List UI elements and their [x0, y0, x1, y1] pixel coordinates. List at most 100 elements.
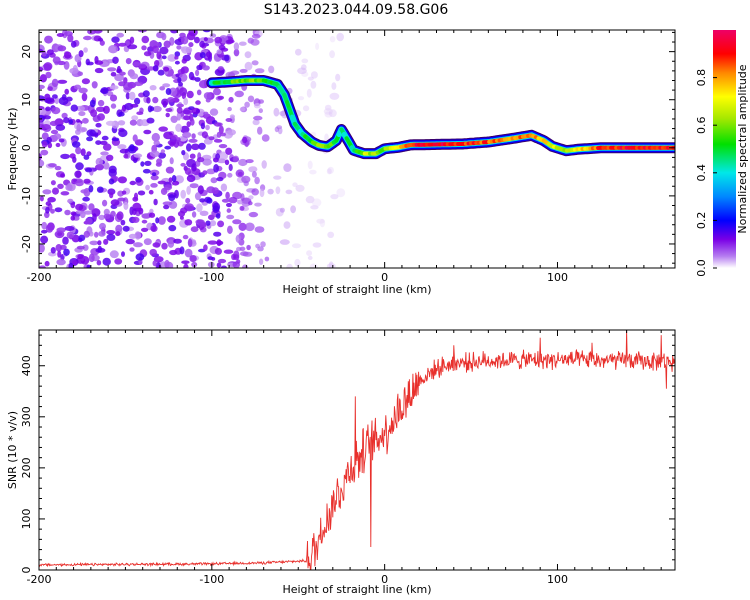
noise-speckle [184, 248, 193, 258]
noise-speckle [116, 211, 124, 221]
noise-speckle [279, 239, 290, 245]
noise-speckle [61, 94, 67, 101]
noise-speckle [63, 117, 70, 124]
noise-speckle [217, 66, 224, 71]
noise-speckle [233, 48, 240, 57]
noise-speckle [218, 151, 229, 160]
noise-speckle [103, 213, 111, 219]
noise-speckle [152, 45, 160, 54]
noise-speckle [259, 258, 264, 265]
noise-speckle [134, 231, 142, 240]
noise-speckle [111, 137, 120, 142]
noise-speckle [213, 139, 223, 143]
noise-speckle [106, 154, 114, 161]
spectrogram-xtick-label: 0 [381, 271, 388, 284]
noise-speckle [61, 112, 68, 119]
noise-speckle [118, 111, 125, 117]
noise-speckle [218, 144, 228, 149]
noise-speckle [136, 111, 144, 115]
noise-speckle [94, 30, 103, 34]
noise-speckle [125, 58, 132, 65]
noise-speckle [47, 196, 56, 203]
noise-speckle [202, 158, 212, 166]
spectrogram-xlabel: Height of straight line (km) [282, 283, 431, 296]
noise-speckle [141, 219, 148, 224]
noise-speckle [175, 123, 183, 132]
noise-speckle [81, 92, 88, 102]
noise-speckle [202, 170, 208, 176]
noise-speckle [188, 138, 198, 143]
noise-speckle [78, 87, 88, 94]
noise-speckle [231, 253, 236, 261]
noise-speckle [185, 197, 191, 204]
noise-speckle [47, 86, 53, 91]
noise-speckle [149, 150, 160, 158]
noise-speckle [70, 215, 76, 221]
noise-speckle [183, 97, 189, 106]
noise-speckle [194, 77, 201, 82]
noise-speckle [80, 148, 86, 156]
noise-speckle [309, 169, 317, 175]
noise-speckle [323, 108, 333, 115]
noise-speckle [244, 61, 253, 71]
noise-speckle [145, 184, 151, 191]
noise-speckle [57, 250, 62, 258]
noise-speckle [97, 99, 105, 107]
snr-ytick-label: 300 [20, 406, 33, 427]
noise-speckle [152, 172, 157, 177]
noise-speckle [211, 257, 216, 261]
noise-speckle [64, 88, 69, 95]
noise-speckle [170, 30, 178, 34]
noise-speckle [117, 120, 126, 126]
noise-speckle [253, 115, 263, 121]
noise-speckle [86, 136, 94, 142]
noise-speckle [199, 210, 209, 216]
noise-speckle [143, 51, 152, 57]
noise-speckle [70, 211, 77, 216]
noise-speckle [217, 95, 224, 100]
noise-speckle [213, 231, 222, 237]
noise-speckle [100, 88, 108, 94]
noise-speckle [55, 142, 61, 148]
noise-speckle [119, 71, 126, 76]
noise-speckle [133, 242, 143, 248]
noise-speckle [196, 219, 204, 224]
noise-speckle [89, 240, 99, 246]
noise-speckle [241, 175, 251, 184]
noise-speckle [154, 60, 160, 67]
noise-speckle [302, 105, 310, 112]
noise-speckle [167, 97, 175, 103]
noise-speckle [312, 242, 322, 248]
noise-speckle [181, 150, 186, 156]
noise-speckle [148, 189, 154, 195]
noise-speckle [176, 103, 185, 108]
noise-speckle [173, 238, 182, 244]
noise-speckle [170, 115, 178, 124]
noise-speckle [186, 90, 194, 99]
noise-speckle [209, 220, 217, 227]
noise-speckle [225, 191, 230, 200]
noise-speckle [146, 117, 155, 124]
noise-speckle [144, 160, 152, 166]
noise-speckle [301, 64, 307, 71]
noise-speckle [189, 153, 196, 159]
noise-speckle [63, 248, 70, 256]
noise-speckle [235, 234, 242, 243]
snr-xtick-label: 0 [381, 573, 388, 586]
noise-speckle [167, 239, 175, 248]
noise-speckle [198, 142, 206, 150]
noise-speckle [110, 199, 120, 206]
noise-speckle [56, 258, 66, 266]
noise-speckle [42, 189, 52, 195]
noise-speckle [180, 189, 186, 199]
noise-speckle [142, 90, 150, 98]
noise-speckle [133, 81, 144, 87]
noise-speckle [301, 58, 309, 64]
snr-panel: -200 -100 0 100 0 100 200 300 400 Height of stra… [6, 329, 676, 596]
noise-speckle [166, 215, 176, 223]
snr-frame [38, 329, 676, 571]
noise-speckle [254, 226, 265, 233]
spectrogram-xtick-label: -100 [199, 271, 224, 284]
noise-speckle [326, 168, 332, 175]
noise-speckle [48, 163, 57, 168]
